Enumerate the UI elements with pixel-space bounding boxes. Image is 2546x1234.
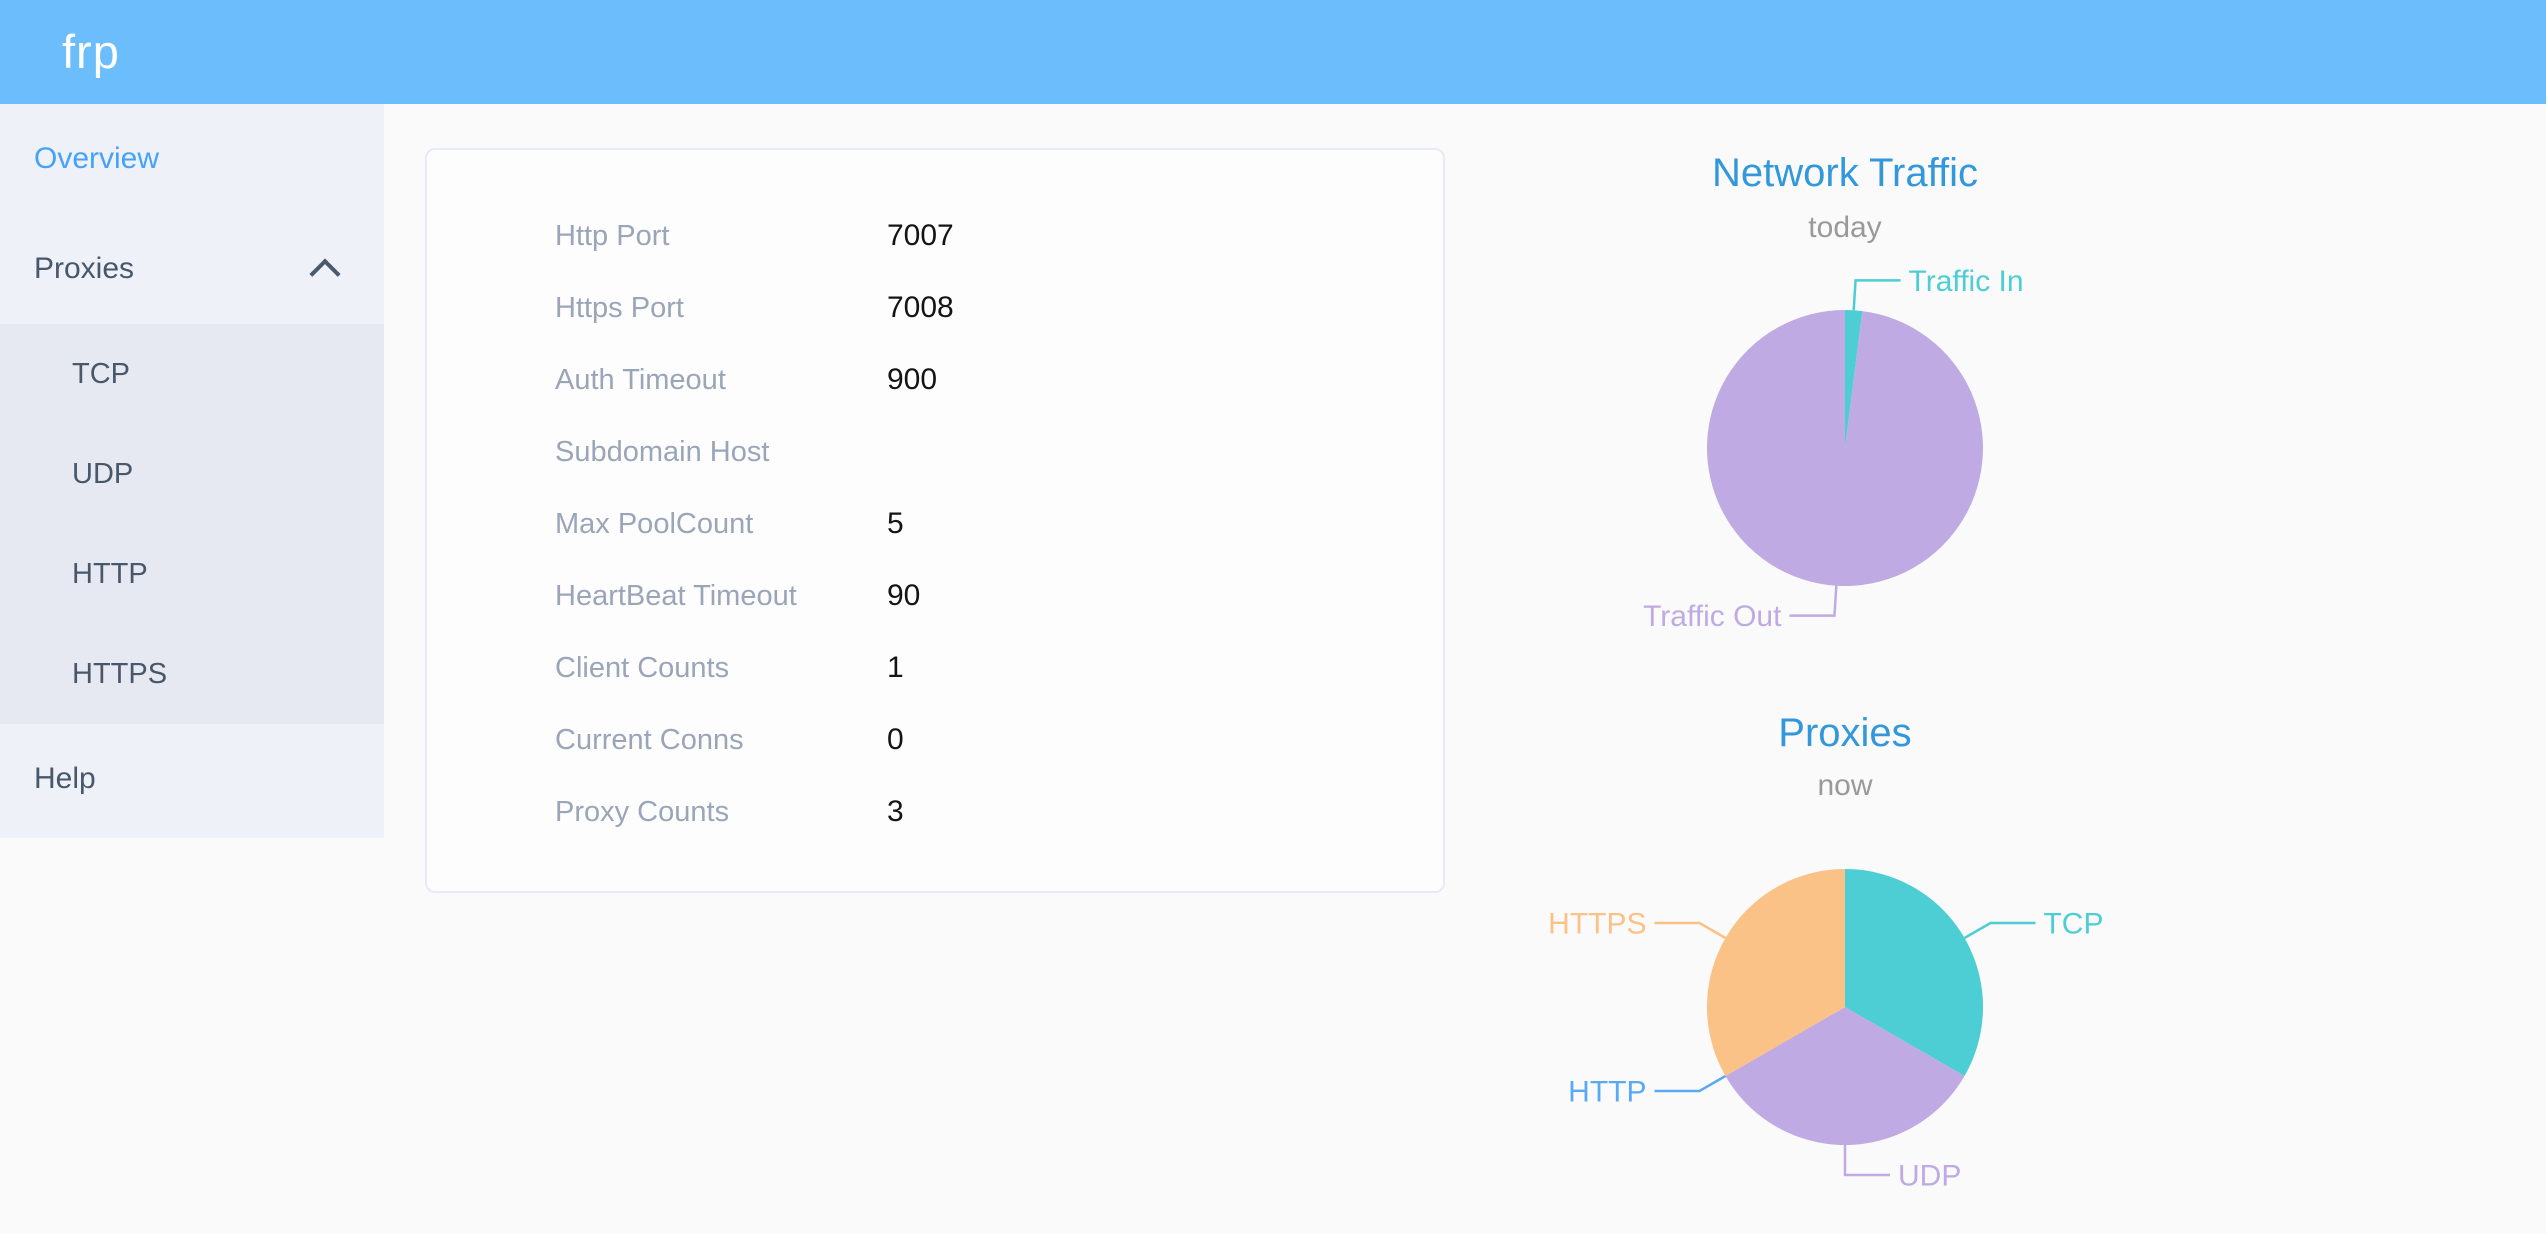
- pie-label-udp: UDP: [1898, 1160, 1961, 1193]
- config-label: Client Counts: [555, 651, 730, 684]
- config-row: Https Port 7008: [427, 272, 1443, 344]
- pie-slice-traffic-in[interactable]: [1845, 310, 1863, 448]
- app-header: frp: [0, 0, 2546, 104]
- sidebar-item-tcp[interactable]: TCP: [0, 324, 384, 424]
- config-row: Max PoolCount 5: [427, 488, 1443, 560]
- network-traffic-chart-subtitle: today: [1808, 211, 1882, 244]
- sidebar-item-label: TCP: [72, 357, 130, 390]
- pie-slice-udp[interactable]: [1725, 1007, 1965, 1145]
- sidebar-item-label: HTTP: [72, 557, 148, 590]
- app-logo: frp: [62, 25, 120, 78]
- pie-label-tcp: TCP: [2043, 908, 2103, 941]
- sidebar-item-label: HTTPS: [72, 657, 168, 690]
- config-value: 0: [887, 723, 904, 756]
- proxies-pie: TCP UDP HTTP HTTPS: [1548, 869, 2103, 1193]
- proxies-chart-title: Proxies: [1778, 711, 1912, 755]
- config-row: Proxy Counts 3: [427, 776, 1443, 848]
- pie-leader-line-tcp: [1963, 921, 2036, 940]
- config-label: Proxy Counts: [555, 795, 730, 828]
- pie-leader-line-traffic-out: [1789, 585, 1838, 617]
- config-value: 900: [887, 363, 938, 396]
- sidebar-item-udp[interactable]: UDP: [0, 424, 384, 524]
- config-label: Current Conns: [555, 723, 744, 756]
- pie-slice-traffic-out[interactable]: [1706, 310, 1983, 586]
- config-row: Auth Timeout 900: [427, 344, 1443, 416]
- pie-leader-line-https: [1654, 921, 1727, 940]
- pie-label-http: HTTP: [1568, 1076, 1646, 1109]
- network-traffic-pie: Traffic In Traffic Out: [1643, 265, 2024, 633]
- charts-panel: Network Traffic today Traffic In Traffic …: [1445, 104, 2245, 1234]
- pie-leader-line-http: [1654, 1074, 1727, 1093]
- chevron-up-icon: [309, 258, 341, 290]
- config-value: 5: [887, 507, 904, 540]
- pie-slice-https[interactable]: [1707, 869, 1845, 1076]
- proxies-chart-subtitle: now: [1817, 769, 1873, 802]
- server-config-card: Http Port 7007 Https Port 7008 Auth Timeout 9…: [425, 148, 1445, 893]
- sidebar-item-label: Overview: [34, 142, 160, 175]
- pie-label-traffic-out: Traffic Out: [1643, 600, 1782, 633]
- pie-leader-line-traffic-in: [1852, 279, 1901, 311]
- config-value: 1: [887, 651, 904, 684]
- sidebar: Overview Proxies TCP UDP HTTP HTTPS Help: [0, 104, 384, 838]
- pie-label-https: HTTPS: [1548, 908, 1646, 941]
- sidebar-item-overview[interactable]: Overview: [0, 104, 384, 214]
- pie-slice-tcp[interactable]: [1845, 869, 1983, 1076]
- config-row: Current Conns 0: [427, 704, 1443, 776]
- sidebar-item-https[interactable]: HTTPS: [0, 624, 384, 724]
- pie-leader-line-udp: [1843, 1145, 1890, 1177]
- sidebar-item-label: Help: [34, 762, 96, 795]
- config-value: 7007: [887, 219, 954, 252]
- config-row: Http Port 7007: [427, 200, 1443, 272]
- server-config-rows: Http Port 7007 Https Port 7008 Auth Timeout 9…: [427, 200, 1443, 848]
- sidebar-item-label: UDP: [72, 457, 134, 490]
- config-label: Subdomain Host: [555, 435, 770, 468]
- sidebar-item-label: Proxies: [34, 252, 135, 285]
- config-label: Auth Timeout: [555, 363, 726, 396]
- config-row: Subdomain Host: [427, 416, 1443, 488]
- pie-label-traffic-in: Traffic In: [1909, 265, 2024, 298]
- config-label: HeartBeat Timeout: [555, 579, 797, 612]
- config-value: 3: [887, 795, 904, 828]
- sidebar-item-http[interactable]: HTTP: [0, 524, 384, 624]
- sidebar-submenu-proxies: TCP UDP HTTP HTTPS: [0, 324, 384, 724]
- config-label: Max PoolCount: [555, 507, 754, 540]
- network-traffic-chart-title: Network Traffic: [1712, 151, 1978, 195]
- sidebar-item-help[interactable]: Help: [0, 724, 384, 834]
- config-label: Https Port: [555, 291, 684, 324]
- config-label: Http Port: [555, 219, 670, 252]
- sidebar-item-proxies[interactable]: Proxies: [0, 214, 384, 324]
- config-row: Client Counts 1: [427, 632, 1443, 704]
- config-value: 7008: [887, 291, 954, 324]
- config-row: HeartBeat Timeout 90: [427, 560, 1443, 632]
- config-value: 90: [887, 579, 921, 612]
